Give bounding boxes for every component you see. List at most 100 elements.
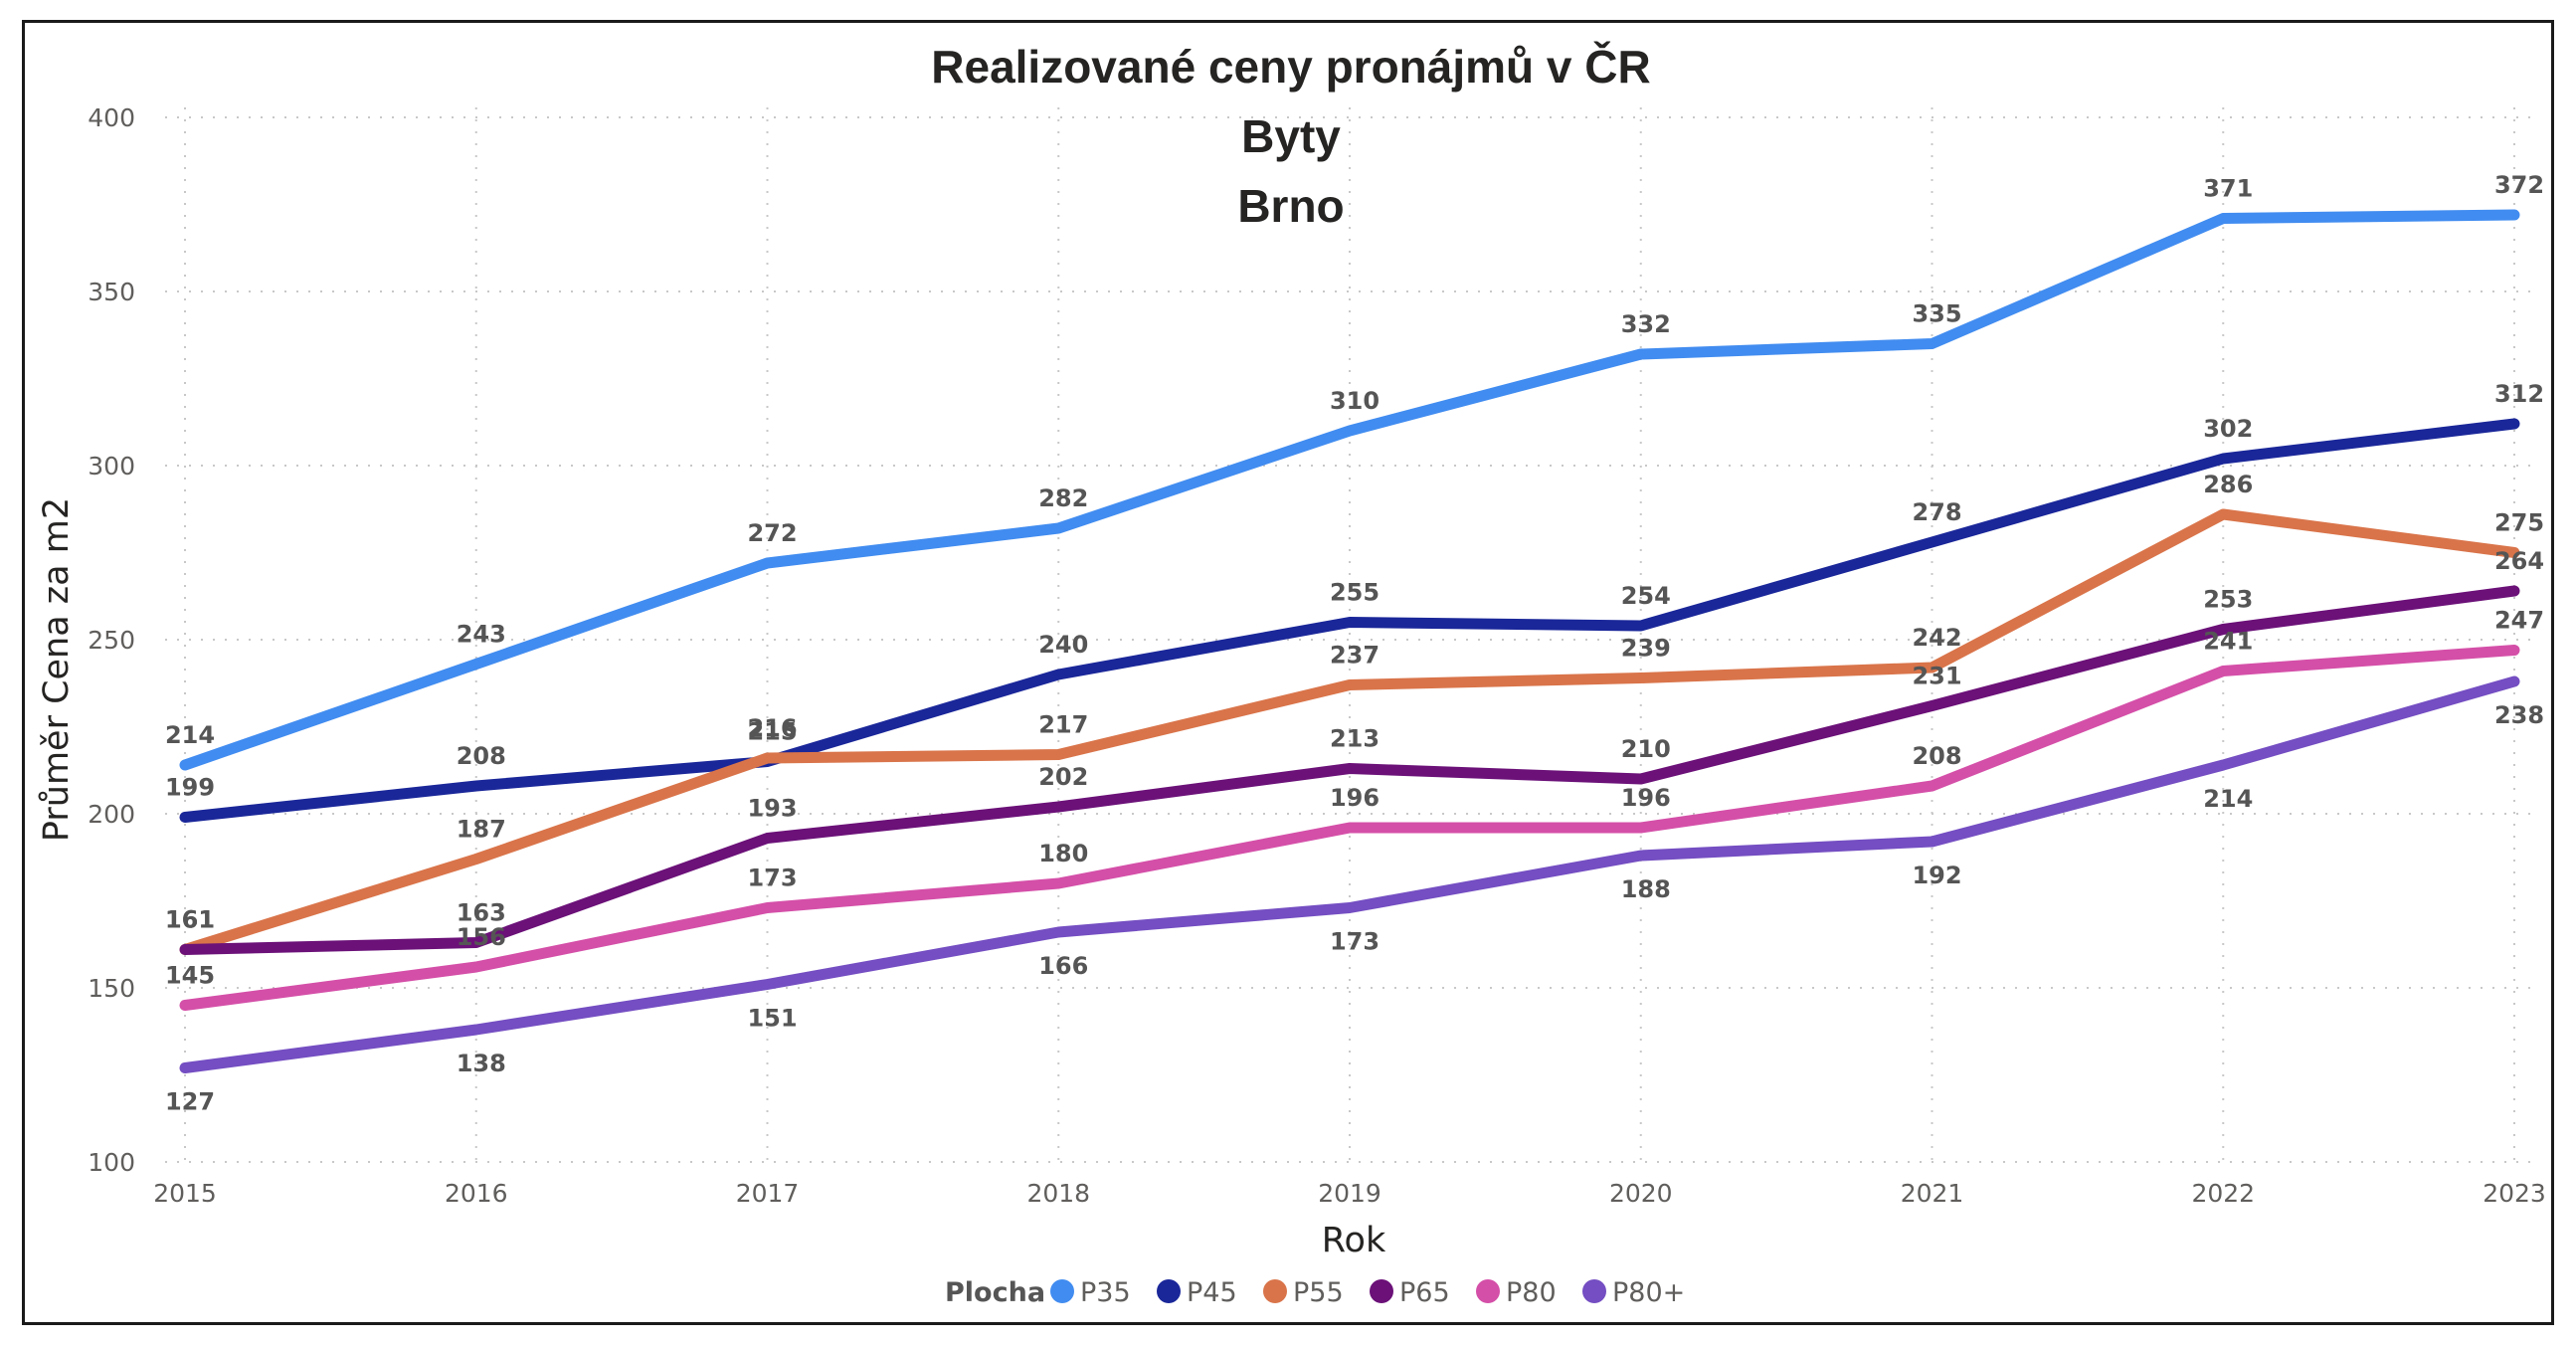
data-label: 127 xyxy=(165,1088,215,1116)
data-label: 253 xyxy=(2203,586,2253,614)
data-label: 302 xyxy=(2203,415,2253,443)
x-tick-label: 2017 xyxy=(736,1179,800,1208)
legend-label[interactable]: P80+ xyxy=(1612,1277,1685,1308)
data-label: 255 xyxy=(1330,579,1380,607)
data-label: 156 xyxy=(457,923,506,951)
data-labels: 214 243 272 282 310 332 335 371 372 199 208 215 240 2… xyxy=(165,171,2544,1116)
chart-title: Realizované ceny pronájmů v ČR Byty Brno xyxy=(931,41,1650,232)
data-label: 372 xyxy=(2494,171,2544,199)
data-label: 196 xyxy=(1330,784,1380,812)
series-line-p35 xyxy=(179,209,2520,771)
data-label: 239 xyxy=(1621,635,1671,663)
x-tick-label: 2015 xyxy=(153,1179,217,1208)
y-axis-title: Průměr Cena za m2 xyxy=(37,497,77,842)
series-line-p80-plus xyxy=(179,675,2520,1073)
y-tick-label: 350 xyxy=(88,278,135,306)
data-label: 173 xyxy=(1330,928,1380,956)
data-label: 231 xyxy=(1912,663,1961,690)
data-label: 208 xyxy=(457,742,506,770)
data-label: 199 xyxy=(165,774,215,802)
x-tick-label: 2018 xyxy=(1026,1179,1090,1208)
data-label: 202 xyxy=(1038,763,1088,791)
y-tick-label: 250 xyxy=(88,626,135,655)
legend-label[interactable]: P80 xyxy=(1506,1277,1557,1308)
data-label: 196 xyxy=(1621,784,1671,812)
legend-marker xyxy=(1582,1279,1606,1303)
data-label: 166 xyxy=(1038,952,1088,980)
series-line-p80 xyxy=(179,645,2520,1011)
data-label: 187 xyxy=(457,816,506,844)
x-tick-label: 2020 xyxy=(1609,1179,1673,1208)
x-axis-title: Rok xyxy=(1322,1221,1386,1260)
data-label: 335 xyxy=(1912,300,1961,328)
series-lines xyxy=(179,209,2520,1073)
data-label: 210 xyxy=(1621,735,1671,763)
data-label: 247 xyxy=(2494,607,2544,635)
legend-title: Plocha xyxy=(945,1277,1045,1308)
x-tick-label: 2016 xyxy=(445,1179,508,1208)
data-label: 216 xyxy=(747,714,797,742)
data-label: 254 xyxy=(1621,582,1671,610)
x-tick-label: 2023 xyxy=(2483,1179,2546,1208)
series-line-p65 xyxy=(179,585,2520,955)
data-label: 161 xyxy=(165,906,215,934)
legend-label[interactable]: P65 xyxy=(1399,1277,1450,1308)
legend: Plocha P35 P45 P55 P65 P80 P80+ xyxy=(945,1277,1685,1308)
data-label: 282 xyxy=(1038,484,1088,512)
data-label: 286 xyxy=(2203,471,2253,498)
data-label: 240 xyxy=(1038,631,1088,659)
data-label: 312 xyxy=(2494,380,2544,408)
y-tick-label: 300 xyxy=(88,452,135,480)
legend-label[interactable]: P35 xyxy=(1080,1277,1131,1308)
legend-marker xyxy=(1050,1279,1074,1303)
data-label: 272 xyxy=(747,519,797,547)
data-label: 310 xyxy=(1330,387,1380,415)
series-line-p55 xyxy=(179,508,2520,955)
data-label: 145 xyxy=(165,962,215,990)
data-label: 151 xyxy=(747,1005,797,1033)
data-label: 243 xyxy=(457,621,506,649)
line-chart: Realizované ceny pronájmů v ČR Byty Brno 1… xyxy=(37,41,2546,1308)
data-label: 275 xyxy=(2494,509,2544,537)
legend-marker xyxy=(1157,1279,1181,1303)
data-label: 163 xyxy=(457,899,506,927)
y-tick-label: 150 xyxy=(88,974,135,1003)
data-label: 278 xyxy=(1912,498,1961,526)
data-label: 138 xyxy=(457,1050,506,1077)
data-label: 180 xyxy=(1038,840,1088,867)
data-label: 208 xyxy=(1912,742,1961,770)
legend-marker xyxy=(1370,1279,1393,1303)
x-tick-label: 2022 xyxy=(2191,1179,2255,1208)
x-tick-label: 2019 xyxy=(1318,1179,1381,1208)
data-label: 332 xyxy=(1621,310,1671,338)
data-label: 193 xyxy=(747,795,797,823)
series-line-p45 xyxy=(179,418,2520,823)
data-label: 192 xyxy=(1912,862,1961,889)
y-tick-label: 200 xyxy=(88,800,135,829)
data-label: 215 xyxy=(747,718,797,746)
legend-marker xyxy=(1476,1279,1500,1303)
chart-title-line: Byty xyxy=(1241,110,1341,162)
data-label: 264 xyxy=(2494,547,2544,575)
y-tick-label: 100 xyxy=(88,1148,135,1177)
legend-label[interactable]: P45 xyxy=(1187,1277,1237,1308)
chart-title-line: Realizované ceny pronájmů v ČR xyxy=(931,41,1650,93)
x-axis-ticks: 2015 2016 2017 2018 2019 2020 2021 2022 2023 xyxy=(153,1179,2546,1208)
data-label: 242 xyxy=(1912,624,1961,652)
data-label: 241 xyxy=(2203,628,2253,656)
data-label: 214 xyxy=(2203,785,2253,813)
data-label: 214 xyxy=(165,721,215,749)
data-label: 238 xyxy=(2494,701,2544,729)
chart-title-line: Brno xyxy=(1237,180,1344,232)
data-label: 217 xyxy=(1038,711,1088,739)
data-label: 371 xyxy=(2203,175,2253,203)
data-label: 161 xyxy=(165,906,215,934)
y-tick-label: 400 xyxy=(88,103,135,132)
legend-marker xyxy=(1263,1279,1287,1303)
data-label: 237 xyxy=(1330,642,1380,670)
legend-label[interactable]: P55 xyxy=(1293,1277,1344,1308)
gridlines xyxy=(165,107,2534,1163)
chart-frame: Realizované ceny pronájmů v ČR Byty Brno 1… xyxy=(22,20,2554,1325)
data-label: 173 xyxy=(747,865,797,892)
data-label: 213 xyxy=(1330,725,1380,753)
